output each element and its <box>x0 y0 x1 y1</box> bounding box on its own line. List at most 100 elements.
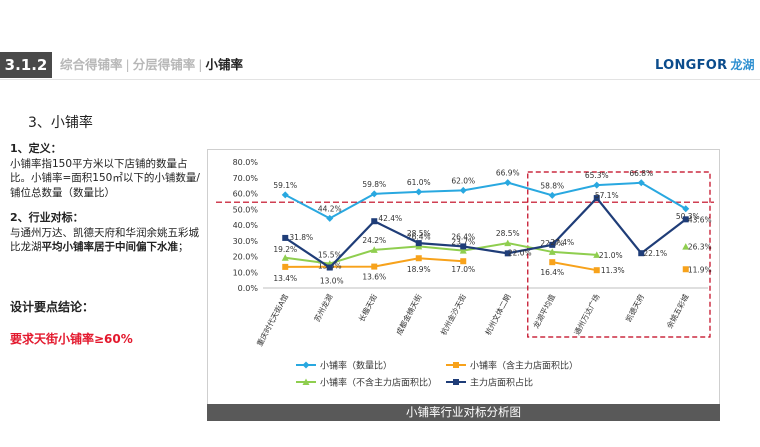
data-point <box>593 181 601 189</box>
x-tick-label: 长楹天街 <box>356 292 379 324</box>
data-label: 28.5% <box>407 229 431 238</box>
data-point <box>638 250 645 257</box>
data-label: 28.5% <box>496 229 520 238</box>
data-point <box>548 248 556 255</box>
series-line <box>284 196 687 269</box>
breadcrumb-item-layered[interactable]: 分层得铺率 <box>132 57 196 72</box>
legend-label: 小铺率（不含主力店面积比） <box>320 377 437 389</box>
data-point <box>682 266 689 273</box>
highlight-box <box>527 171 711 338</box>
data-label: 31.8% <box>289 233 313 242</box>
y-tick-label: 60.0% <box>233 190 259 199</box>
header-divider <box>0 79 760 80</box>
data-label: 21.0% <box>599 251 623 260</box>
data-label: 44.2% <box>318 204 342 213</box>
data-label: 26.4% <box>407 232 431 241</box>
breadcrumb: 综合得铺率 | 分层得铺率 | 小铺率 <box>60 56 243 74</box>
data-label: 18.9% <box>407 265 431 274</box>
header-bar: 3.1.2 综合得铺率 | 分层得铺率 | 小铺率 LONGFOR 龙湖 <box>0 52 760 80</box>
data-label: 17.0% <box>451 265 475 274</box>
legend-marker <box>302 361 310 369</box>
data-label: 23.7% <box>451 238 475 247</box>
data-point <box>459 186 467 194</box>
y-tick-label: 80.0% <box>233 158 259 167</box>
data-point <box>504 179 512 187</box>
data-point <box>371 263 378 270</box>
logo-text: LONGFOR <box>655 58 728 73</box>
data-point <box>549 241 556 248</box>
data-label: 50.3% <box>676 212 700 221</box>
data-point <box>415 240 422 247</box>
y-tick-label: 0.0% <box>238 284 259 293</box>
data-label: 58.8% <box>540 181 564 190</box>
data-point <box>459 247 467 254</box>
conclusion-title: 设计要点结论： <box>10 300 95 314</box>
data-point <box>682 216 689 223</box>
data-label: 11.3% <box>601 266 625 275</box>
y-tick-label: 30.0% <box>233 237 259 246</box>
data-point <box>593 251 601 258</box>
section-number: 3.1.2 <box>0 52 52 78</box>
legend-marker <box>302 378 310 385</box>
data-point <box>682 243 690 250</box>
data-label: 61.0% <box>407 178 431 187</box>
series-line <box>284 181 687 220</box>
benchmark-text-normal: 与通州万达、凯德天府和华润余姚五彩城比龙湖 <box>10 226 199 254</box>
data-point <box>504 239 512 247</box>
data-point <box>326 214 334 222</box>
benchmark-heading: 2、行业对标： <box>10 211 84 224</box>
x-tick-label: 龙湖平均值 <box>531 292 558 330</box>
y-tick-label: 70.0% <box>233 174 259 183</box>
data-point <box>326 264 333 271</box>
benchmark-text-end: ； <box>178 241 189 253</box>
x-tick-label: 杭州文体二期 <box>483 292 513 336</box>
y-tick-label: 20.0% <box>233 253 259 262</box>
data-label: 59.1% <box>273 181 297 190</box>
definition-text: 小铺率指150平方米以下店铺的数量占比。小铺率=面积150㎡以下的小铺数量/铺位… <box>10 157 200 199</box>
data-point <box>593 195 600 202</box>
data-label: 22.1% <box>643 249 667 258</box>
data-label: 62.0% <box>451 176 475 185</box>
data-point <box>415 255 422 262</box>
data-point <box>548 191 556 199</box>
data-label: 66.8% <box>629 169 653 178</box>
data-label: 26.4% <box>451 232 475 241</box>
breadcrumb-separator: | <box>125 57 130 72</box>
x-tick-label: 成都金楠天街 <box>394 292 424 337</box>
x-tick-label: 重庆时代天街A馆 <box>254 292 290 348</box>
x-tick-label: 杭州金沙天街 <box>438 292 468 337</box>
data-point <box>370 246 378 253</box>
x-tick-label: 苏州龙湖 <box>312 292 335 323</box>
breadcrumb-item-current: 小铺率 <box>205 57 243 72</box>
data-label: 22.0% <box>508 248 532 257</box>
data-label: 13.4% <box>273 274 297 283</box>
data-label: 66.9% <box>496 169 520 178</box>
data-point <box>460 243 467 250</box>
data-point <box>593 267 600 274</box>
data-point <box>460 258 467 265</box>
longfor-logo: LONGFOR 龙湖 <box>655 54 755 76</box>
x-tick-label: 通州万达广场 <box>572 292 602 337</box>
data-label: 65.3% <box>585 171 609 180</box>
data-point <box>549 259 556 266</box>
data-label: 59.8% <box>362 180 386 189</box>
data-label: 15.5% <box>318 251 342 260</box>
legend-marker <box>453 362 459 368</box>
data-point <box>282 263 289 270</box>
data-point <box>281 254 289 261</box>
legend-label: 小铺率（数量比） <box>320 360 392 372</box>
y-tick-label: 50.0% <box>233 205 259 214</box>
breadcrumb-item-composite[interactable]: 综合得铺率 <box>60 57 123 72</box>
line-chart: 0.0% 10.0% 20.0% 30.0% 40.0% 50.0% 60.0% 70.0% 8… <box>216 158 714 389</box>
data-label: 57.1% <box>595 191 619 200</box>
data-label: 42.4% <box>378 214 402 223</box>
data-point <box>415 188 423 196</box>
legend-label: 小铺率（含主力店面积比） <box>470 360 578 372</box>
y-tick-label: 10.0% <box>233 268 259 277</box>
x-tick-label: 凯德天府 <box>623 292 646 324</box>
y-tick-label: 40.0% <box>233 221 259 230</box>
benchmark-text-bold: 平均小铺率居于中间偏下水准 <box>41 241 179 253</box>
legend-label: 主力店面积占比 <box>470 377 533 389</box>
data-label: 16.4% <box>540 268 564 277</box>
page-subtitle: 3、小铺率 <box>28 115 93 131</box>
